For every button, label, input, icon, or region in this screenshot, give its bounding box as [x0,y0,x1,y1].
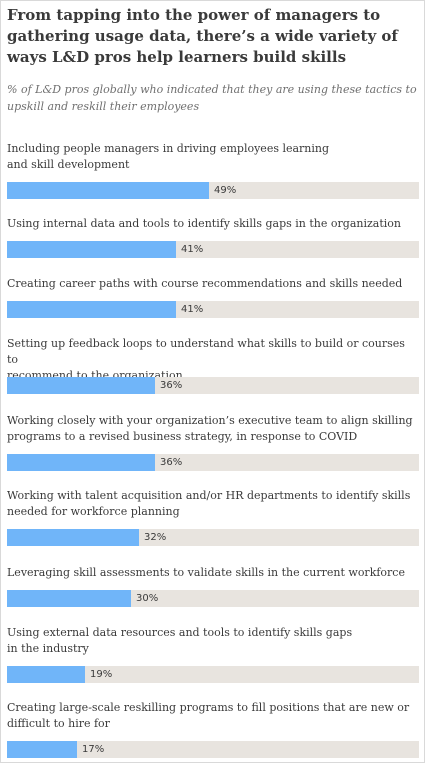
bar-row: Leveraging skill assessments to validate… [7,565,419,607]
bar-label: Using internal data and tools to identif… [7,217,401,230]
bar-row: Using external data resources and tools … [7,625,419,683]
bar [7,241,176,258]
bar-value-label: 36% [160,380,183,391]
bar-track: 41% [7,301,419,318]
bar-row: Creating career paths with course recomm… [7,276,419,318]
bar-row: Using internal data and tools to identif… [7,216,419,258]
bar-value-label: 49% [214,185,237,196]
bar-value-label: 32% [144,532,167,543]
bar-track: 19% [7,666,419,683]
bar-track: 30% [7,590,419,607]
bar-row: Creating large-scale reskilling programs… [7,700,419,758]
bar [7,301,176,318]
bar-label: Creating career paths with course recomm… [7,277,403,290]
bar-label: Setting up feedback loops to understand … [7,337,405,382]
bar-row: Setting up feedback loops to understand … [7,336,419,394]
bar-track: 17% [7,741,419,758]
bar-label: Leveraging skill assessments to validate… [7,566,405,579]
bar-label: Creating large-scale reskilling programs… [7,701,410,730]
bar-value-label: 17% [82,744,105,755]
bar [7,741,77,758]
bar-track: 49% [7,182,419,199]
chart-subtitle: % of L&D pros globally who indicated tha… [7,83,417,113]
bar [7,529,139,546]
bar-track: 32% [7,529,419,546]
bar [7,454,155,471]
bar [7,666,85,683]
bar-label: Working closely with your organization’s… [7,414,413,443]
bar-label: Including people managers in driving emp… [7,142,330,171]
bar [7,590,131,607]
bar-value-label: 30% [136,593,159,604]
bar-row: Working closely with your organization’s… [7,413,419,471]
bar-value-label: 41% [181,244,204,255]
bar [7,377,155,394]
bar-label: Working with talent acquisition and/or H… [7,489,411,518]
chart-title: From tapping into the power of managers … [7,6,398,66]
bar-value-label: 36% [160,457,183,468]
bar-track: 41% [7,241,419,258]
bar-label: Using external data resources and tools … [7,626,353,655]
bar-row: Working with talent acquisition and/or H… [7,488,419,546]
bar [7,182,209,199]
bar-track: 36% [7,454,419,471]
bar-track: 36% [7,377,419,394]
bar-value-label: 19% [90,669,113,680]
bar-value-label: 41% [181,304,204,315]
bar-row: Including people managers in driving emp… [7,141,419,199]
